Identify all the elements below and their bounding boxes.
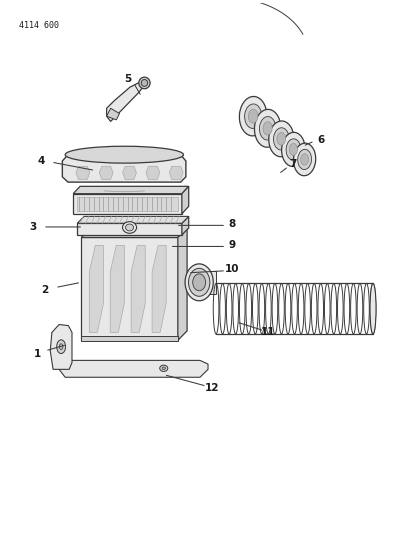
Polygon shape [182,216,189,235]
Polygon shape [77,223,182,235]
Polygon shape [106,108,120,120]
Polygon shape [123,166,136,180]
Polygon shape [81,336,178,342]
Text: 4114 600: 4114 600 [19,21,59,30]
Polygon shape [182,187,189,214]
Polygon shape [73,193,182,214]
Polygon shape [100,166,113,180]
Polygon shape [50,325,72,369]
Ellipse shape [122,222,137,233]
Ellipse shape [139,77,150,89]
Text: 9: 9 [228,240,236,251]
Polygon shape [76,166,90,180]
Ellipse shape [293,143,316,176]
Polygon shape [81,229,187,238]
Ellipse shape [126,224,133,231]
Ellipse shape [244,104,262,128]
Polygon shape [73,187,189,193]
Polygon shape [62,155,186,182]
Ellipse shape [263,122,272,135]
Text: 6: 6 [317,135,324,145]
Ellipse shape [301,154,308,165]
Ellipse shape [259,117,276,140]
Ellipse shape [193,274,206,291]
Polygon shape [77,197,178,211]
Ellipse shape [59,344,63,350]
Polygon shape [169,166,183,180]
Text: 10: 10 [225,264,239,274]
Ellipse shape [239,96,267,136]
Polygon shape [81,238,178,341]
Ellipse shape [286,139,301,160]
Text: 8: 8 [228,219,236,229]
Ellipse shape [273,128,289,150]
Polygon shape [77,216,189,223]
Ellipse shape [185,264,213,301]
Ellipse shape [160,365,168,372]
Text: 12: 12 [205,383,219,393]
Text: 5: 5 [124,74,131,84]
Text: 4: 4 [37,156,45,166]
Ellipse shape [282,132,305,166]
Polygon shape [152,245,166,333]
Ellipse shape [289,143,297,156]
Ellipse shape [277,133,286,145]
Ellipse shape [248,109,258,123]
Polygon shape [106,82,144,122]
Ellipse shape [57,340,66,353]
Text: 11: 11 [261,327,276,337]
Ellipse shape [141,79,148,86]
Text: 7: 7 [289,159,296,168]
Ellipse shape [188,268,210,296]
Text: 2: 2 [41,285,49,295]
Ellipse shape [298,149,311,169]
Ellipse shape [162,367,165,369]
Polygon shape [110,245,124,333]
Ellipse shape [65,146,184,163]
Polygon shape [131,245,145,333]
Polygon shape [146,166,160,180]
Polygon shape [199,271,216,294]
Ellipse shape [269,121,294,157]
Text: 3: 3 [29,222,37,232]
Polygon shape [89,245,103,333]
Text: 1: 1 [33,349,41,359]
Polygon shape [57,360,208,377]
Ellipse shape [370,284,376,334]
Polygon shape [178,229,187,341]
Ellipse shape [255,109,281,147]
